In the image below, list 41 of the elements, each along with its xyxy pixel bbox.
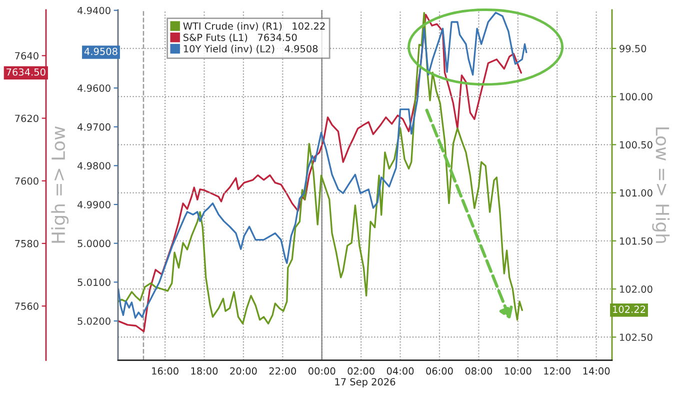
- legend-label: S&P Futs (L1) 7634.50: [184, 34, 297, 42]
- y-tick-label: 7560: [15, 302, 38, 310]
- x-tick-label: 06:00: [426, 367, 453, 375]
- y3-tick-label: 5.0100: [78, 278, 110, 286]
- x-axis-title: 17 Sep 2026: [335, 378, 396, 388]
- y2-tick-label: 101.00: [620, 189, 652, 197]
- x-tick-label: 00:00: [308, 367, 336, 375]
- x-tick-label: 02:00: [348, 367, 374, 375]
- y3-tick-label: 4.9600: [78, 84, 110, 92]
- x-tick-label: 16:00: [152, 367, 178, 375]
- y2-tick-label: 101.50: [620, 237, 652, 245]
- x-tick-label: 20:00: [230, 367, 257, 375]
- x-tick-label: 04:00: [386, 367, 414, 375]
- y3-axis-title: High => Low: [51, 126, 69, 243]
- x-tick-label: 18:00: [191, 367, 218, 375]
- y2-tick-label: 102.00: [620, 285, 652, 293]
- text: 4.9508: [84, 48, 118, 56]
- y3-tick-label: 5.0000: [78, 240, 110, 248]
- text: 7634.50: [6, 68, 46, 76]
- x-tick-label: 10:00: [504, 367, 532, 375]
- x-tick-label: 12:00: [544, 367, 570, 375]
- y3-tick-label: 4.9800: [78, 162, 110, 170]
- text: 102.22: [613, 306, 646, 313]
- y2-tick-label: 99.50: [620, 44, 646, 52]
- legend-label: 10Y Yield (inv) (L2) 4.9508: [184, 44, 318, 54]
- y3-tick-label: 4.9400: [78, 6, 110, 14]
- y2-axis-title: Low => High: [652, 127, 670, 243]
- x-tick-label: 08:00: [465, 367, 492, 375]
- legend-label: WTI Crude (inv) (R1) 102.22: [183, 22, 325, 31]
- x-tick-label: 14:00: [583, 367, 610, 375]
- y2-tick-label: 100.00: [620, 93, 652, 100]
- y-tick-label: 7640: [15, 52, 38, 60]
- y2-tick-label: 100.50: [620, 141, 652, 148]
- y3-tick-label: 4.9900: [78, 200, 110, 208]
- y3-tick-label: 5.0200: [78, 317, 110, 325]
- y3-tick-label: 4.9700: [78, 123, 110, 131]
- y-tick-label: 7620: [15, 114, 38, 122]
- x-tick-label: 22:00: [269, 367, 296, 375]
- y-tick-label: 7600: [15, 177, 38, 185]
- y-tick-label: 7580: [15, 240, 38, 248]
- y2-tick-label: 102.50: [620, 334, 652, 341]
